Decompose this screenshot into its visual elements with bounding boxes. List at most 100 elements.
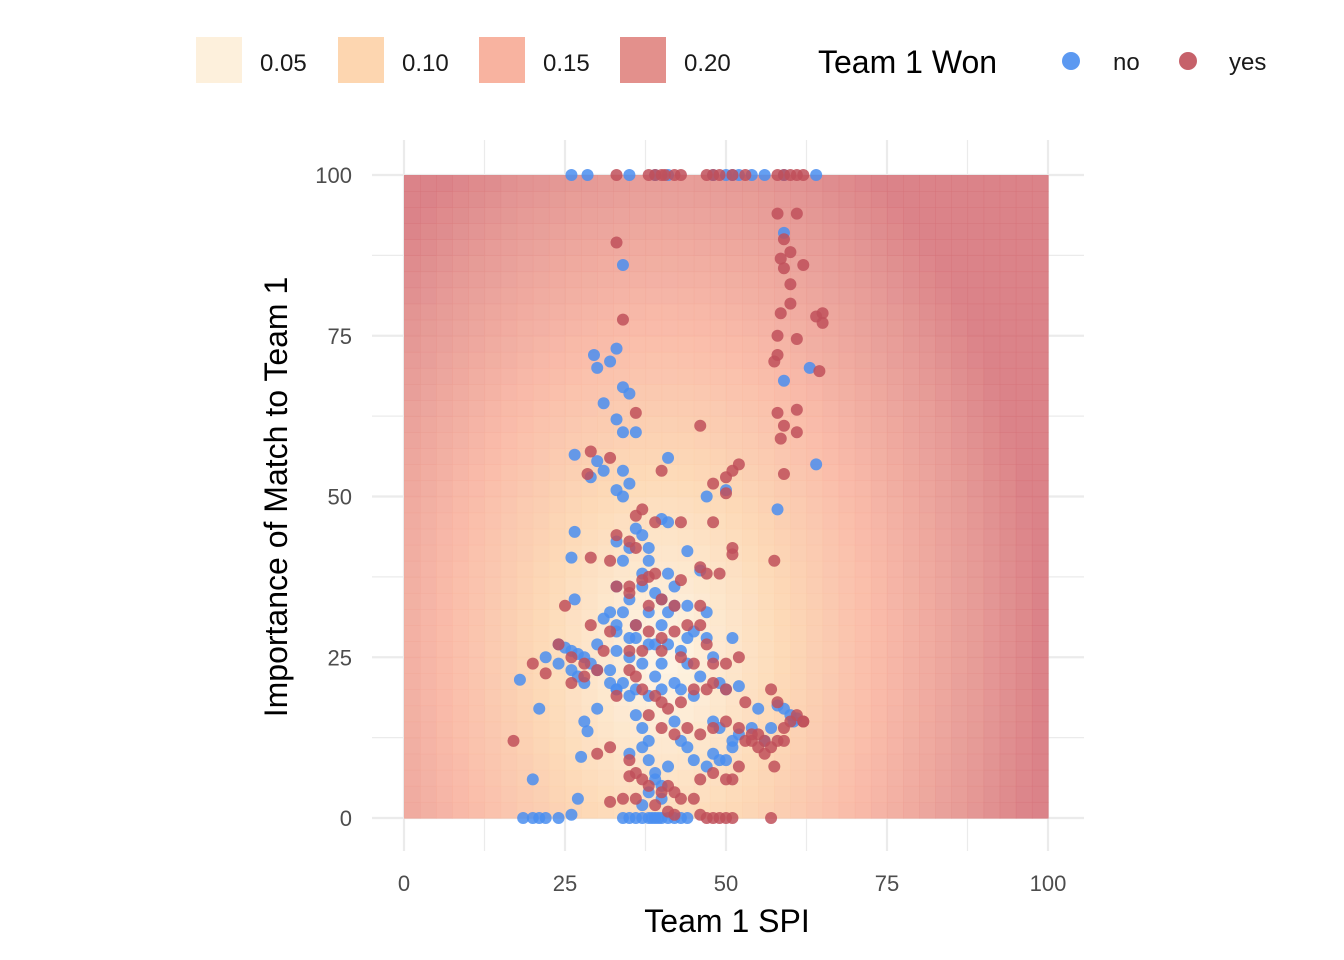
point-yes (610, 689, 623, 702)
heatmap-cell (468, 528, 486, 546)
heatmap-cell (887, 801, 904, 819)
heatmap-cell (1031, 705, 1049, 723)
heatmap-cell (983, 432, 1001, 449)
heatmap-cell (758, 319, 775, 337)
heatmap-cell (436, 705, 453, 723)
heatmap-cell (822, 464, 840, 482)
heatmap-cell (967, 351, 985, 369)
heatmap-cell (870, 255, 888, 273)
heatmap-cell (548, 480, 566, 498)
heatmap-cell (887, 416, 904, 433)
heatmap-cell (967, 705, 985, 723)
heatmap-cell (436, 400, 453, 417)
heatmap-cell (999, 335, 1017, 353)
heatmap-cell (404, 560, 421, 578)
heatmap-cell (983, 641, 1001, 658)
heatmap-cell (806, 496, 824, 514)
heatmap-cell (951, 383, 969, 401)
heatmap-cell (1015, 560, 1033, 578)
heatmap-cell (693, 303, 711, 321)
heatmap-cell (935, 416, 952, 433)
heatmap-cell (758, 592, 775, 610)
heatmap-cell (516, 207, 534, 224)
heatmap-cell (774, 448, 791, 465)
heatmap-cell (597, 335, 614, 353)
heatmap-cell (838, 657, 856, 674)
heatmap-cell (967, 769, 985, 787)
heatmap-cell (597, 512, 614, 530)
heatmap-cell (452, 689, 469, 707)
point-yes (629, 670, 642, 683)
heatmap-cell (532, 335, 550, 353)
heatmap-cell (838, 705, 856, 723)
heatmap-cell (597, 432, 614, 449)
point-yes (629, 792, 642, 805)
heatmap-cell (742, 223, 759, 240)
point-yes (700, 567, 713, 580)
heatmap-cell (1015, 351, 1033, 369)
heatmap-cell (774, 576, 791, 594)
heatmap-cell (806, 271, 824, 289)
point-yes (713, 169, 726, 181)
heatmap-cell (903, 239, 920, 256)
heatmap-cell (420, 319, 437, 337)
heatmap-cell (822, 432, 840, 449)
point-yes (552, 638, 565, 651)
heatmap-cell (484, 753, 502, 771)
heatmap-cell (838, 432, 856, 449)
heatmap-cell (983, 673, 1001, 690)
heatmap-cell (903, 560, 920, 578)
heatmap-cell (822, 769, 840, 787)
heatmap-cell (1015, 592, 1033, 610)
heatmap-cell (500, 480, 518, 498)
heatmap-cell (742, 271, 759, 289)
heatmap-cell (726, 367, 743, 385)
heatmap-cell (967, 592, 985, 610)
heatmap-cell (1031, 753, 1049, 771)
heatmap-cell (1015, 673, 1033, 690)
heatmap-cell (532, 303, 550, 321)
heatmap-cell (500, 609, 518, 626)
heatmap-cell (581, 319, 598, 337)
point-yes (642, 625, 655, 638)
heatmap-cell (758, 625, 775, 642)
heatmap-cell (693, 255, 711, 273)
heatmap-cell (774, 625, 791, 642)
heatmap-cell (951, 721, 969, 739)
heatmap-cell (758, 496, 775, 514)
point-yes (707, 766, 720, 779)
heatmap-cell (935, 480, 952, 498)
heatmap-cell (500, 287, 518, 305)
point-yes (713, 567, 726, 580)
heatmap-cell (838, 335, 856, 353)
heatmap-cell (661, 400, 679, 417)
heatmap-cell (484, 576, 502, 594)
heatmap-cell (693, 335, 711, 353)
heatmap-cell (806, 512, 824, 530)
heatmap-cell (709, 416, 727, 433)
point-no (732, 680, 745, 693)
heatmap-cell (1015, 383, 1033, 401)
heatmap-cell (629, 367, 647, 385)
heatmap-cell (919, 255, 936, 273)
heatmap-cell (742, 673, 759, 690)
heatmap-cell (951, 303, 969, 321)
heatmap-cell (436, 191, 453, 208)
heatmap-cell (1031, 641, 1049, 658)
point-yes (668, 728, 681, 741)
heatmap-cell (774, 609, 791, 626)
heatmap-cell (887, 175, 904, 192)
heatmap-cell (838, 512, 856, 530)
heatmap-cell (1015, 721, 1033, 739)
heatmap-cell (854, 496, 872, 514)
heatmap-cell (822, 496, 840, 514)
heatmap-cell (935, 496, 952, 514)
heatmap-cell (967, 480, 985, 498)
heatmap-cell (420, 753, 437, 771)
heatmap-cell (597, 223, 614, 240)
heatmap-cell (726, 496, 743, 514)
heatmap-cell (919, 737, 936, 755)
heatmap-cell (999, 721, 1017, 739)
heatmap-cell (822, 576, 840, 594)
heatmap-cell (500, 673, 518, 690)
